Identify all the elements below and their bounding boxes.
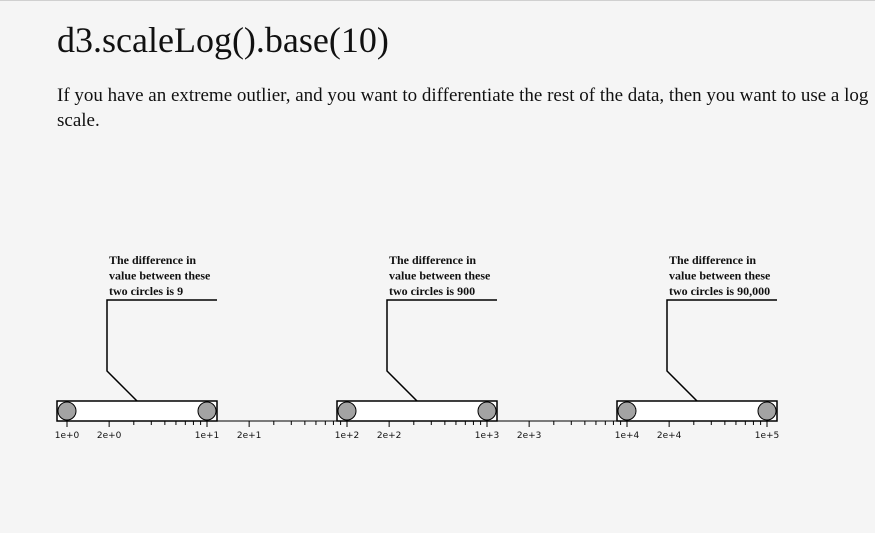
annotation-note-line: The difference in bbox=[109, 253, 196, 267]
value-circle bbox=[757, 401, 777, 421]
value-circle bbox=[617, 401, 637, 421]
tick-label: 2e+2 bbox=[377, 431, 402, 441]
tick-label: 2e+0 bbox=[97, 431, 122, 441]
range-bar bbox=[616, 400, 778, 422]
tick-label: 1e+2 bbox=[335, 431, 360, 441]
value-circle bbox=[197, 401, 217, 421]
range-bar bbox=[336, 400, 498, 422]
tick-label: 1e+5 bbox=[755, 431, 780, 441]
annotation-note-line: value between these bbox=[669, 269, 771, 283]
tick-label: 1e+3 bbox=[475, 431, 500, 441]
tick-label: 2e+1 bbox=[237, 431, 262, 441]
range-bar bbox=[56, 400, 218, 422]
tick-label: 1e+1 bbox=[195, 431, 220, 441]
annotation-group: The difference in value between thesetwo … bbox=[336, 253, 498, 422]
annotation-group: The difference in value between thesetwo … bbox=[616, 253, 778, 422]
tick-label: 2e+3 bbox=[517, 431, 542, 441]
tick-label: 2e+4 bbox=[657, 431, 682, 441]
annotation-note-line: two circles is 90,000 bbox=[669, 284, 770, 298]
tick-label: 1e+4 bbox=[615, 431, 640, 441]
annotation-note-line: two circles is 900 bbox=[389, 284, 475, 298]
annotation-group: The difference in value between thesetwo … bbox=[56, 253, 218, 422]
annotation-connector bbox=[106, 299, 217, 402]
annotation-note-line: value between these bbox=[389, 269, 491, 283]
tick-label: 1e+0 bbox=[55, 431, 80, 441]
value-circle bbox=[337, 401, 357, 421]
page-title: d3.scaleLog().base(10) bbox=[57, 20, 389, 60]
annotation-note-line: The difference in bbox=[389, 253, 476, 267]
value-circle bbox=[477, 401, 497, 421]
annotation-note-line: The difference in bbox=[669, 253, 756, 267]
page-description: If you have an extreme outlier, and you … bbox=[57, 85, 869, 131]
annotation-connector bbox=[666, 299, 777, 402]
annotation-connector bbox=[386, 299, 497, 402]
annotation-note-line: value between these bbox=[109, 269, 211, 283]
log-axis: 1e+0 2e+0 1e+1 2e+1 1e+2 2e+2 1e+3 2e+3 1e+4 2e+4… bbox=[55, 420, 780, 441]
annotation-note-line: two circles is 9 bbox=[109, 284, 183, 298]
value-circle bbox=[57, 401, 77, 421]
